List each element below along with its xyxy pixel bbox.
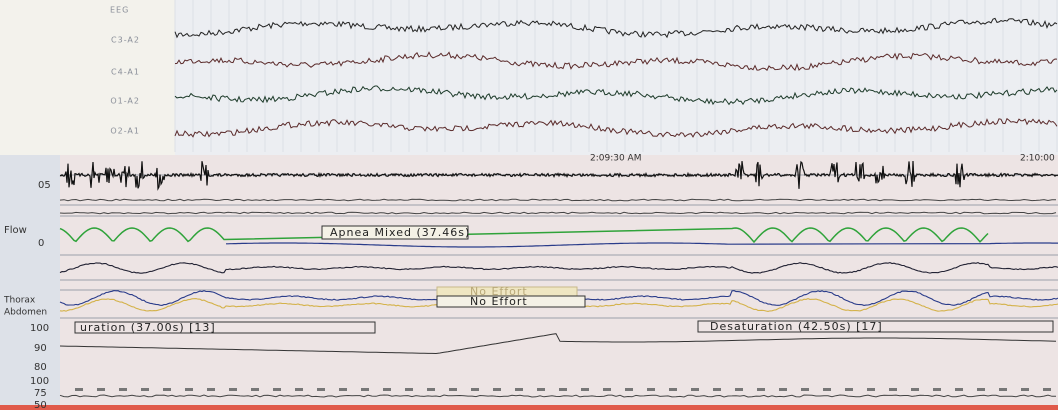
sample-marker: [845, 388, 853, 391]
resp-label-column: [0, 155, 60, 410]
sample-marker: [823, 388, 831, 391]
channel-label: Abdomen: [4, 308, 47, 318]
sample-marker: [713, 388, 721, 391]
eeg-group-label: EEG: [110, 6, 129, 15]
sample-marker: [1043, 388, 1051, 391]
sample-marker: [493, 388, 501, 391]
event-label: Apnea Mixed (37.46s): [330, 226, 470, 239]
event-label: uration (37.00s) [13]: [80, 321, 216, 334]
sample-marker: [867, 388, 875, 391]
sample-marker: [163, 388, 171, 391]
sample-marker: [647, 388, 655, 391]
sample-marker: [779, 388, 787, 391]
sample-marker: [977, 388, 985, 391]
channel-label: Thorax: [3, 296, 36, 306]
sample-marker: [537, 388, 545, 391]
sample-marker: [603, 388, 611, 391]
resp-panel: [0, 155, 1058, 410]
scale-label: 80: [34, 362, 47, 373]
channel-label: C4-A1: [111, 68, 140, 77]
sample-marker: [361, 388, 369, 391]
sample-marker: [999, 388, 1007, 391]
sample-marker: [625, 388, 633, 391]
sample-marker: [757, 388, 765, 391]
sample-marker: [119, 388, 127, 391]
sample-marker: [251, 388, 259, 391]
sample-marker: [669, 388, 677, 391]
sample-marker: [471, 388, 479, 391]
sample-marker: [449, 388, 457, 391]
event-label: Desaturation (42.50s) [17]: [710, 320, 883, 333]
sample-marker: [735, 388, 743, 391]
sample-marker: [515, 388, 523, 391]
channel-label: 05: [38, 180, 51, 191]
sample-marker: [955, 388, 963, 391]
event-label: No Effort: [470, 295, 528, 308]
sample-marker: [889, 388, 897, 391]
channel-label: O2-A1: [110, 127, 140, 136]
sample-marker: [317, 388, 325, 391]
sample-marker: [75, 388, 83, 391]
sample-marker: [933, 388, 941, 391]
sample-marker: [1021, 388, 1029, 391]
sample-marker: [185, 388, 193, 391]
sample-marker: [405, 388, 413, 391]
sample-marker: [427, 388, 435, 391]
scale-label: 90: [34, 343, 47, 354]
sample-marker: [207, 388, 215, 391]
channel-label: C3-A2: [111, 36, 140, 45]
eeg-label-column: [0, 0, 175, 155]
sample-marker: [339, 388, 347, 391]
time-label: 2:09:30 AM: [590, 154, 641, 164]
bottom-bar: [0, 405, 1058, 410]
channel-label: O1-A2: [110, 97, 140, 106]
sample-marker: [383, 388, 391, 391]
scale-label: 100: [30, 323, 49, 334]
screen: EEG C3-A2 C4-A1 O1-A2 O2-A1 2:09:30 AM 2…: [0, 0, 1058, 410]
scale-label: 100: [30, 376, 49, 387]
sample-marker: [691, 388, 699, 391]
time-label: 2:10:00: [1020, 154, 1055, 164]
sample-marker: [97, 388, 105, 391]
sample-marker: [295, 388, 303, 391]
sample-marker: [273, 388, 281, 391]
scale-label: 50: [34, 400, 47, 410]
channel-label: Flow: [4, 225, 27, 236]
page: EEG C3-A2 C4-A1 O1-A2 O2-A1 2:09:30 AM 2…: [0, 0, 1058, 410]
sample-marker: [229, 388, 237, 391]
channel-label: 0: [38, 238, 44, 249]
scale-label: 75: [34, 388, 47, 399]
sample-marker: [581, 388, 589, 391]
sample-marker: [559, 388, 567, 391]
sample-marker: [141, 388, 149, 391]
sample-marker: [911, 388, 919, 391]
sample-marker: [801, 388, 809, 391]
